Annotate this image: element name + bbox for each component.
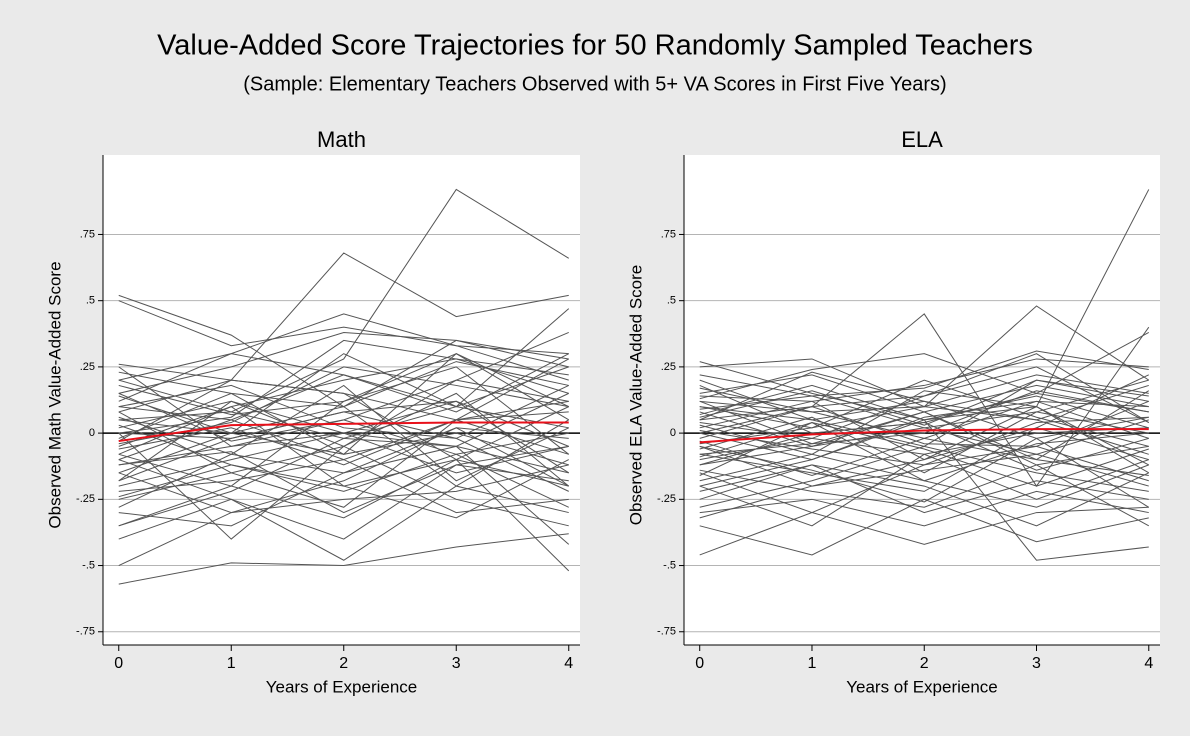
teacher-line [699,427,1149,492]
y-tick-label: -.25 [657,493,676,505]
x-tick-label: 4 [564,655,573,672]
y-tick-label: -.5 [82,559,95,571]
y-tick-label: -.75 [76,626,95,638]
teacher-line [699,421,1149,482]
teacher-line [118,384,569,482]
teacher-line [118,406,570,487]
y-tick-label: 0 [670,427,676,439]
teacher-line [699,379,1149,447]
teacher-line [118,459,569,498]
teacher-line [699,416,1149,466]
y-tick-label: -.5 [663,559,676,571]
teacher-line [118,331,569,394]
teacher-line [699,390,1149,455]
teacher-line [699,445,1149,508]
teacher-line [118,445,569,514]
mean-line [699,428,1149,444]
teacher-line [118,392,569,482]
teacher-line [699,332,1150,400]
teacher-line [699,379,1149,429]
teacher-line [118,459,569,514]
teacher-line [699,400,1149,461]
y-tick-label: -.75 [657,626,676,638]
teacher-line [699,358,1149,429]
plot-area [684,155,1160,645]
teacher-line [699,411,1149,474]
teacher-line [699,384,1149,429]
y-tick-label: -.25 [76,493,95,505]
x-tick-label: 4 [1144,655,1153,672]
x-tick-label: 3 [1032,655,1041,672]
teacher-line [699,350,1149,397]
figure-title: Value-Added Score Trajectories for 50 Ra… [157,30,1033,62]
teacher-line [118,400,570,474]
teacher-line [118,300,569,355]
teacher-line [118,188,570,421]
teacher-line [118,411,569,466]
teacher-line [118,353,569,434]
teacher-line [699,353,1150,423]
figure-subtitle: (Sample: Elementary Teachers Observed wi… [243,73,946,95]
teacher-line [699,464,1149,527]
teacher-line [118,358,569,421]
panel-title: Math [317,127,366,152]
x-tick-label: 1 [227,655,236,672]
teacher-line [699,374,1149,461]
teacher-line [118,459,569,540]
teacher-line [118,384,569,439]
panel-title: ELA [901,127,943,152]
teacher-line [118,339,569,434]
teacher-line [699,390,1150,466]
teacher-line [699,437,1150,508]
teacher-line [699,421,1149,487]
teacher-line [118,252,569,381]
teacher-line [699,384,1149,445]
teacher-line [699,464,1150,527]
y-tick-label: .25 [80,361,95,373]
x-axis-label: Years of Experience [266,677,418,696]
teacher-line [699,506,1149,556]
teacher-line [118,379,569,442]
x-tick-label: 0 [114,655,123,672]
y-tick-label: .75 [661,228,676,240]
x-axis-label: Years of Experience [846,677,998,696]
teacher-line [699,437,1149,477]
y-tick-label: .5 [667,295,676,307]
teacher-line [699,453,1149,527]
teacher-line [118,485,569,561]
plot-area [103,155,580,645]
teacher-line [699,422,1149,471]
mean-line [118,421,569,443]
teacher-line [699,498,1149,556]
x-tick-label: 2 [339,655,348,672]
y-axis-label: Observed Math Value-Added Score [45,261,64,528]
y-tick-label: .5 [86,295,95,307]
teacher-line [699,464,1149,514]
x-tick-label: 2 [920,655,929,672]
y-tick-label: .75 [80,228,95,240]
teacher-line [699,374,1149,413]
x-tick-label: 0 [695,655,704,672]
teacher-line [118,427,569,508]
y-tick-label: .25 [661,361,676,373]
teacher-line [118,424,569,508]
x-tick-label: 1 [808,655,817,672]
teacher-line [118,533,569,585]
teacher-line [699,490,1149,527]
y-axis-label: Observed ELA Value-Added Score [626,265,645,526]
teacher-line [118,392,570,487]
teacher-line [118,353,569,455]
x-tick-label: 3 [452,655,461,672]
y-tick-label: 0 [89,427,95,439]
teacher-line [118,464,569,566]
teacher-line [118,313,569,381]
teacher-line [118,379,569,439]
teacher-line [699,400,1149,447]
